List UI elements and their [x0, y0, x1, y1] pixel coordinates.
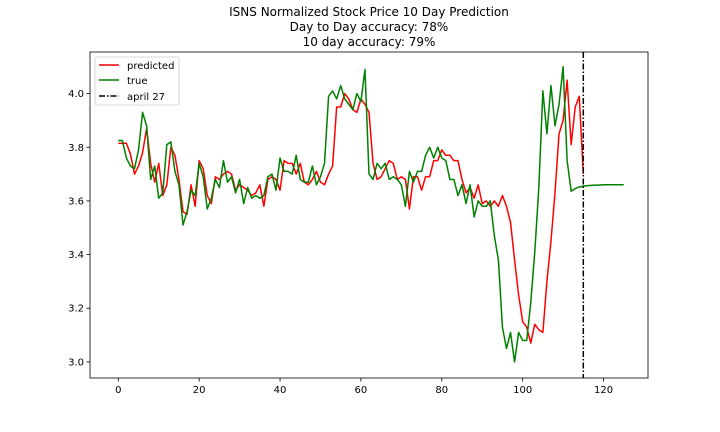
x-tick-label: 60 [355, 385, 368, 396]
y-tick-label: 3.0 [68, 357, 84, 368]
chart-title-line-3: 10 day accuracy: 79% [303, 35, 436, 49]
series-line-predicted [118, 79, 585, 344]
x-tick-label: 120 [594, 385, 613, 396]
x-tick-label: 0 [115, 385, 121, 396]
y-tick-label: 3.4 [68, 250, 84, 261]
x-tick-label: 80 [435, 385, 448, 396]
y-tick-label: 3.2 [68, 304, 84, 315]
legend-label-true: true [127, 76, 148, 87]
x-axis: 0 20 40 60 80 100 120 [115, 378, 613, 396]
legend-label-predicted: predicted [127, 61, 174, 72]
chart-title-line-2: Day to Day accuracy: 78% [290, 20, 449, 34]
legend-box [94, 56, 180, 106]
x-tick-label: 100 [513, 385, 532, 396]
y-tick-label: 3.6 [68, 196, 84, 207]
legend: predicted true april 27 [94, 56, 180, 106]
y-axis: 3.0 3.2 3.4 3.6 3.8 4.0 [68, 89, 90, 368]
x-tick-label: 40 [274, 385, 287, 396]
series-line-true [118, 66, 624, 363]
x-tick-label: 20 [193, 385, 206, 396]
chart-title: ISNS Normalized Stock Price 10 Day Predi… [229, 5, 509, 49]
chart-title-line-1: ISNS Normalized Stock Price 10 Day Predi… [229, 5, 509, 19]
y-tick-label: 3.8 [68, 143, 84, 154]
legend-label-april-27: april 27 [127, 92, 165, 103]
y-tick-label: 4.0 [68, 89, 84, 100]
plot-frame [89, 51, 649, 379]
plot-area [118, 52, 624, 378]
